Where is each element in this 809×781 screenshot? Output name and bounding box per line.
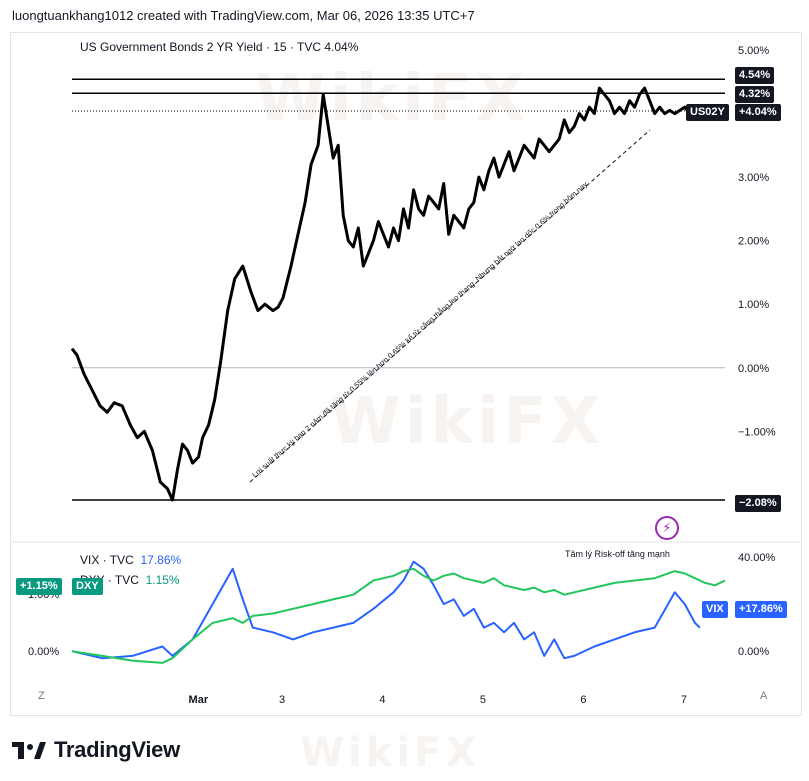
- y-axis-label: 1.00%: [738, 299, 769, 311]
- last-price-badge: +4.04%: [735, 104, 781, 121]
- time-axis-label: 4: [379, 694, 385, 706]
- time-axis-label: 7: [681, 694, 687, 706]
- dxy-legend-value: 1.15%: [145, 573, 180, 587]
- level-badge-454: 4.54%: [735, 67, 775, 84]
- vix-legend: VIX · TVC 17.86%: [80, 553, 181, 567]
- vix-line: [71, 560, 701, 660]
- vix-last-badge: +17.86%: [735, 601, 787, 618]
- trendline: [249, 129, 651, 483]
- risk-off-annotation: Tâm lý Risk-off tăng mạnh: [565, 549, 670, 559]
- time-axis-label: 3: [279, 694, 285, 706]
- y-axis-label: 5.00%: [738, 45, 769, 57]
- dxy-symbol-badge: DXY: [72, 578, 103, 595]
- tradingview-wordmark: TradingView: [54, 737, 180, 762]
- time-axis-label: 6: [580, 694, 586, 706]
- main-legend: US Government Bonds 2 YR Yield · 15 · TV…: [80, 40, 359, 54]
- auto-scale-button[interactable]: A: [760, 690, 768, 702]
- vix-legend-name: VIX · TVC: [80, 553, 134, 567]
- symbol-badge: US02Y: [686, 104, 729, 121]
- dxy-y-axis-label: 0.00%: [28, 646, 59, 658]
- time-axis-label: Mar: [189, 694, 209, 706]
- time-axis-label: 5: [480, 694, 486, 706]
- tradingview-logo-icon: [12, 739, 46, 761]
- chart-frame: [10, 32, 802, 716]
- zoom-nav-button[interactable]: Z: [38, 690, 45, 702]
- us02y-line: [70, 86, 726, 502]
- dxy-line: [71, 567, 726, 664]
- vix-y-axis-label: 0.00%: [738, 646, 769, 658]
- level-badge-neg208: −2.08%: [735, 495, 781, 512]
- y-axis-label: 3.00%: [738, 172, 769, 184]
- flash-icon[interactable]: ⚡: [655, 516, 679, 540]
- dxy-last-badge: +1.15%: [16, 578, 62, 595]
- vix-legend-value: 17.86%: [140, 553, 182, 567]
- vix-symbol-badge: VIX: [702, 601, 728, 618]
- level-badge-432: 4.32%: [735, 86, 775, 103]
- tradingview-logo[interactable]: TradingView: [12, 737, 180, 763]
- y-axis-label: −1.00%: [738, 426, 776, 438]
- vix-y-axis-label: 40.00%: [738, 552, 776, 564]
- y-axis-label: 0.00%: [738, 363, 769, 375]
- attribution: luongtuankhang1012 created with TradingV…: [12, 8, 475, 23]
- y-axis-label: 2.00%: [738, 236, 769, 248]
